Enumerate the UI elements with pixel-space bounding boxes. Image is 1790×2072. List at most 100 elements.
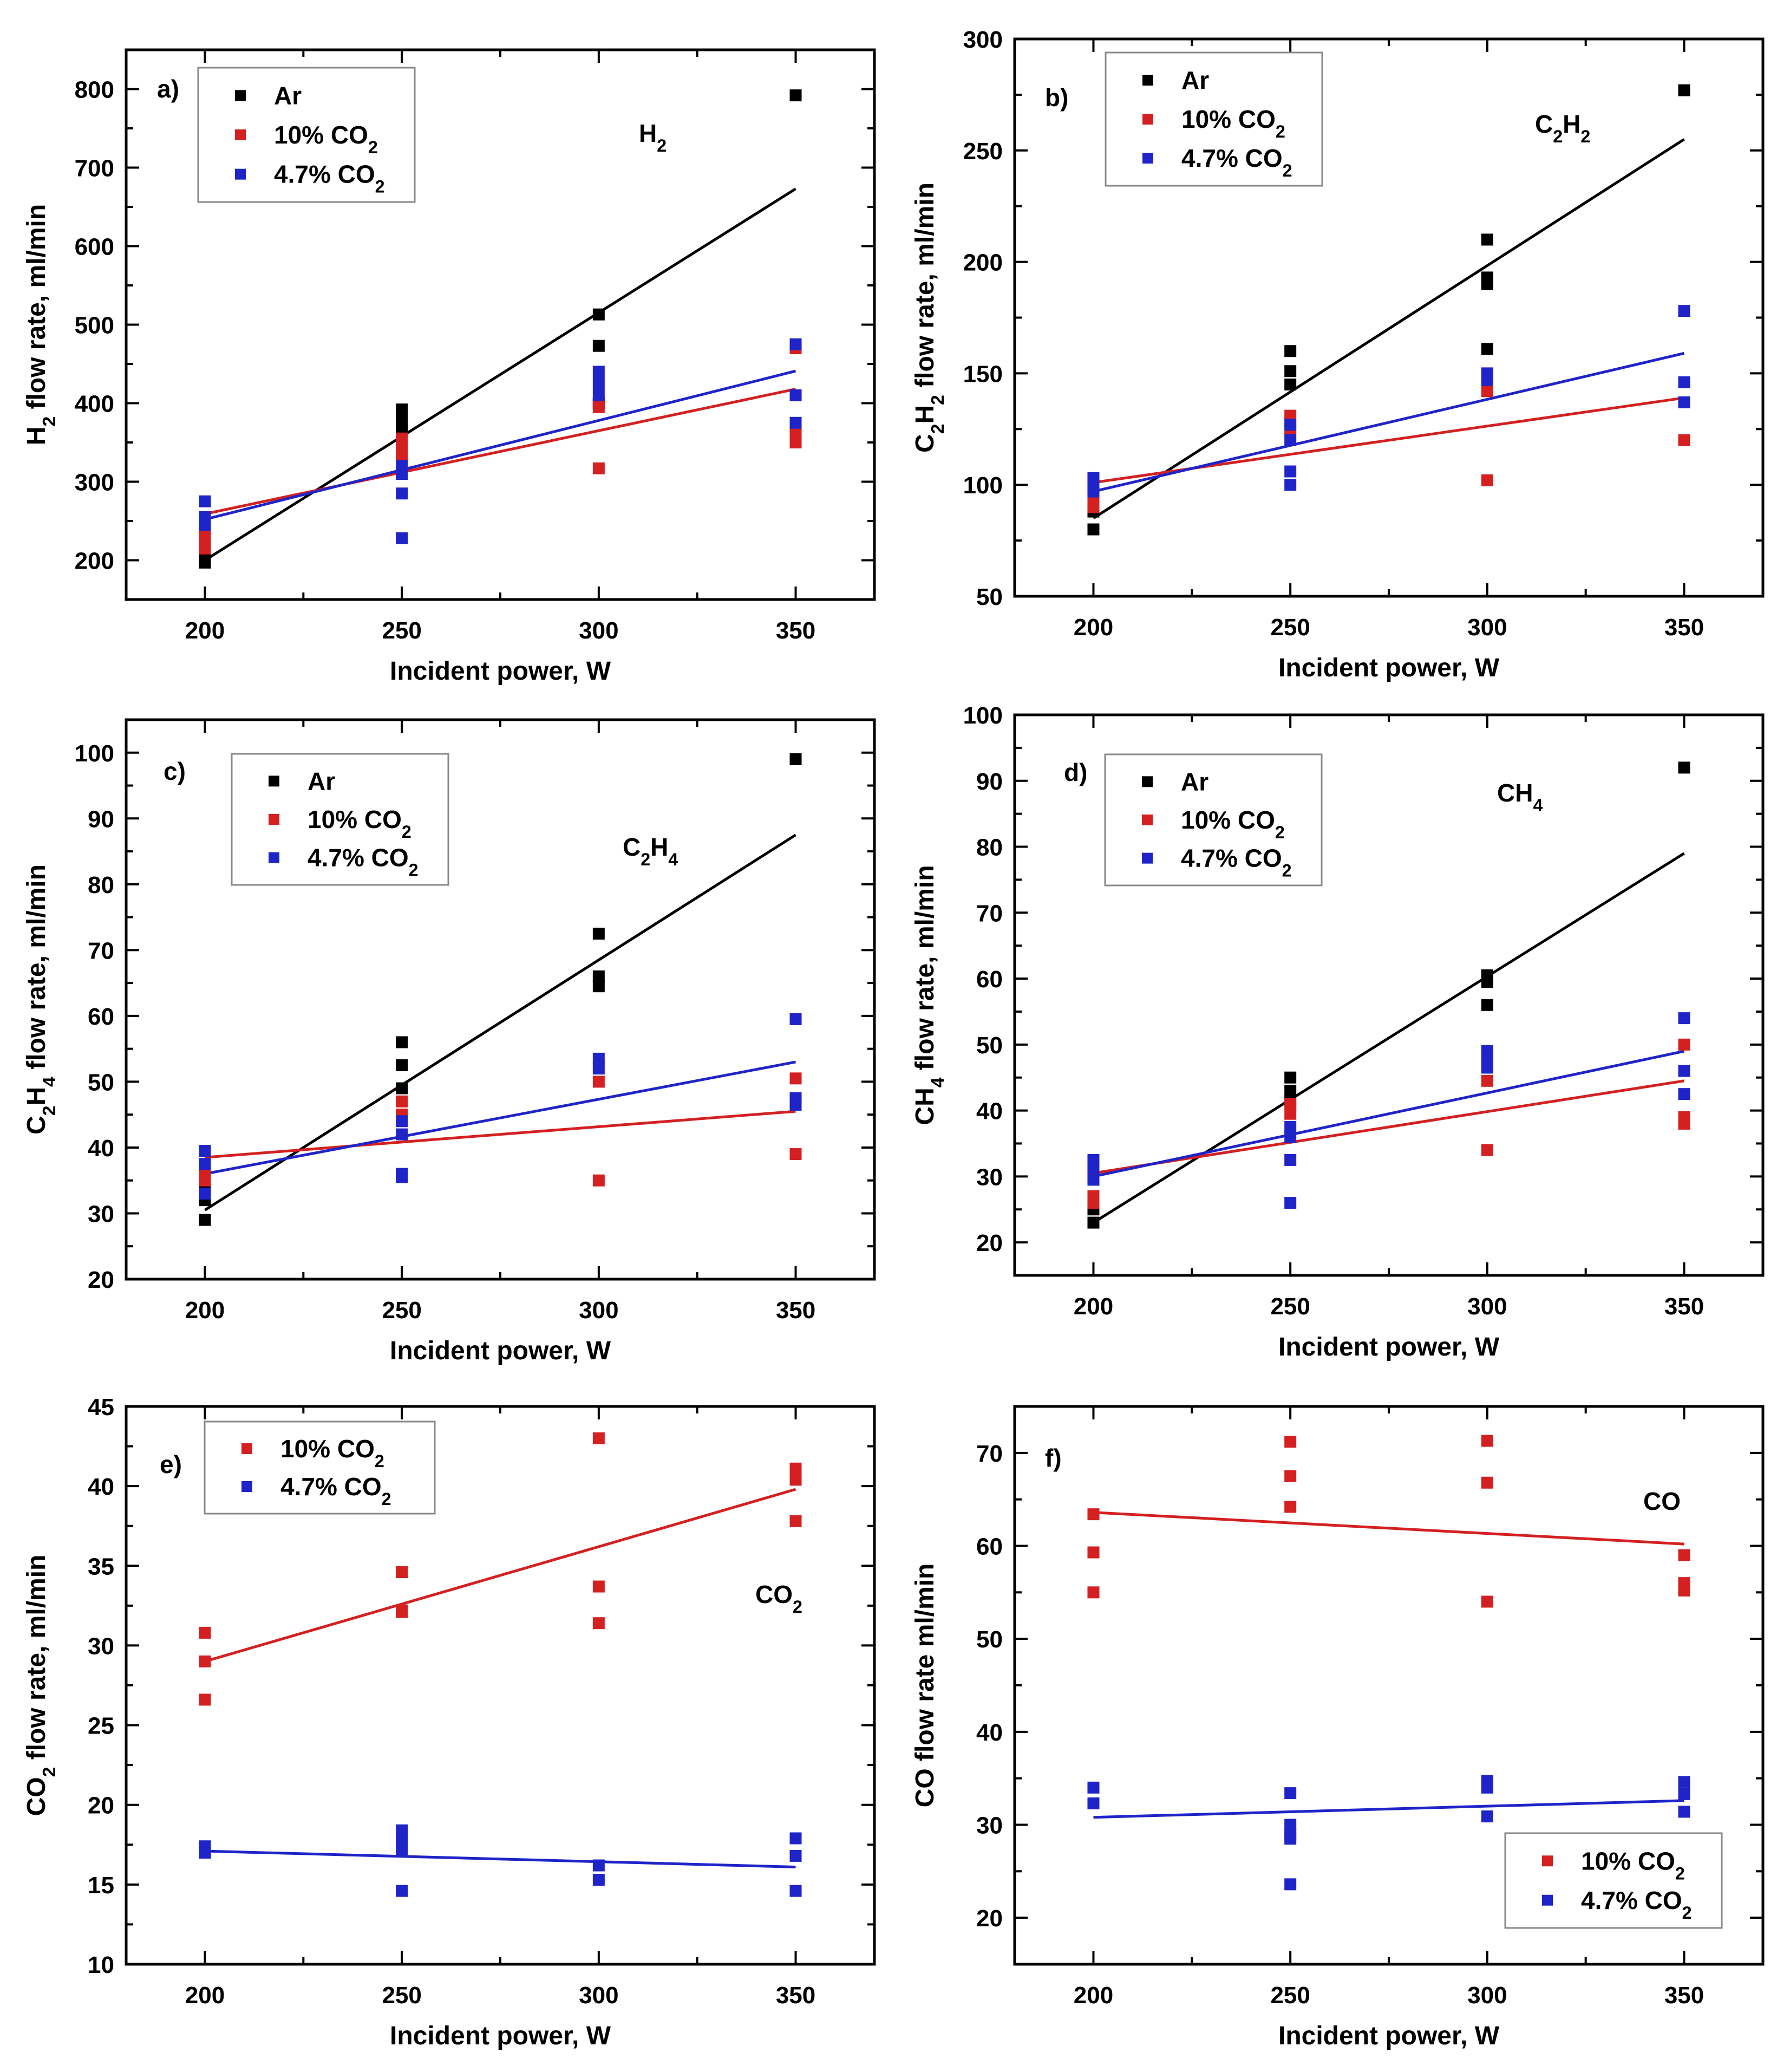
data-point-ar xyxy=(396,1059,408,1072)
x-tick-label: 350 xyxy=(1664,1982,1704,2009)
legend-label: 10% CO2 xyxy=(308,805,411,842)
y-tick-label: 30 xyxy=(976,1813,1003,1839)
y-axis-title-part: CH xyxy=(911,1087,939,1125)
y-axis-title: H2 flow rate, ml/min xyxy=(22,204,60,445)
data-point-ar xyxy=(1284,345,1297,357)
species-label: CO xyxy=(1643,1487,1681,1515)
chart-panel-f: 200 250 300 350 20 30 40 50 60 70 Incident power, … xyxy=(911,1405,1765,2050)
y-tick-label: 60 xyxy=(88,1004,114,1030)
y-tick-label: 70 xyxy=(976,900,1003,927)
data-point-10-co2 xyxy=(1087,1508,1100,1521)
y-tick-label: 50 xyxy=(976,1626,1003,1653)
x-tick-label: 200 xyxy=(1074,1293,1113,1320)
legend-marker xyxy=(269,776,279,787)
x-tick-label: 300 xyxy=(579,617,618,644)
y-tick-label: 40 xyxy=(976,1719,1003,1746)
legend-label-subscript: 2 xyxy=(1682,1903,1692,1923)
x-tick-label: 300 xyxy=(1467,1982,1507,2009)
x-tick-label: 350 xyxy=(776,1982,815,2009)
legend-label-subscript: 2 xyxy=(1276,122,1285,141)
data-point-ar xyxy=(1284,378,1297,390)
species-label-part: H xyxy=(650,833,668,861)
legend-label-part: Ar xyxy=(1181,767,1208,796)
x-tick-label: 200 xyxy=(1074,614,1113,641)
species-label-subscript: 4 xyxy=(668,850,678,869)
y-axis-title-part: flow rate, ml/min xyxy=(22,1555,51,1767)
y-tick-label: 90 xyxy=(88,806,114,832)
legend-marker xyxy=(269,852,279,863)
data-point-ar xyxy=(1481,999,1493,1011)
y-axis-title-subscript: 4 xyxy=(928,1077,948,1087)
species-label-part: CO xyxy=(755,1580,793,1608)
data-point-4-7-co2 xyxy=(1284,1819,1297,1831)
legend-marker xyxy=(235,90,246,101)
legend-label: 4.7% CO2 xyxy=(280,1472,391,1509)
legend-label: Ar xyxy=(1181,66,1209,94)
legend-label-subscript: 2 xyxy=(409,861,419,880)
data-point-4-7-co2 xyxy=(1284,1154,1297,1166)
species-label: C2H2 xyxy=(1535,110,1590,146)
y-tick-label: 20 xyxy=(88,1267,114,1293)
y-tick-label: 15 xyxy=(88,1872,114,1899)
y-axis-title-part: CO xyxy=(22,1777,51,1816)
y-tick-label: 30 xyxy=(88,1201,114,1227)
legend-label-part: Ar xyxy=(1181,66,1209,94)
data-point-4-7-co2 xyxy=(199,519,211,531)
x-tick-label: 350 xyxy=(776,617,815,644)
legend-marker xyxy=(241,1481,252,1492)
data-point-10-co2 xyxy=(1087,1546,1100,1559)
legend-box xyxy=(197,67,416,203)
data-point-ar xyxy=(396,403,408,416)
legend-label-part: Ar xyxy=(308,767,335,795)
legend-box xyxy=(1104,753,1323,887)
data-point-4-7-co2 xyxy=(1481,1061,1493,1074)
species-label-part: H xyxy=(639,119,657,147)
data-point-4-7-co2 xyxy=(1678,305,1690,317)
fit-line-4-7-co2 xyxy=(204,369,796,521)
species-label: H2 xyxy=(639,119,667,155)
y-tick-label: 25 xyxy=(88,1713,114,1739)
data-point-ar xyxy=(1481,343,1493,355)
y-tick-label: 40 xyxy=(88,1135,114,1162)
y-tick-label: 30 xyxy=(976,1164,1003,1190)
data-point-4-7-co2 xyxy=(1284,434,1297,446)
y-axis-title-subscript: 4 xyxy=(40,1077,60,1087)
data-point-ar xyxy=(1087,1216,1100,1229)
legend-label-subscript: 2 xyxy=(1675,1864,1685,1883)
legend-marker xyxy=(1142,852,1153,864)
panel-label: d) xyxy=(1064,758,1087,786)
legend-label: Ar xyxy=(274,81,302,109)
data-point-10-co2 xyxy=(592,401,605,413)
x-tick-label: 200 xyxy=(1074,1982,1113,2009)
chart-panel-c: 200 250 300 350 20 30 40 50 60 70 80 90 100 Incident … xyxy=(22,718,876,1365)
legend-marker xyxy=(235,168,246,180)
data-point-10-co2 xyxy=(592,1174,605,1187)
x-tick-label: 250 xyxy=(1270,1982,1310,2009)
data-point-4-7-co2 xyxy=(1284,1878,1297,1891)
legend-label-part: 4.7% CO xyxy=(1181,844,1282,872)
data-point-4-7-co2 xyxy=(1087,1164,1100,1176)
data-point-10-co2 xyxy=(1284,1501,1297,1513)
data-point-10-co2 xyxy=(1481,1074,1493,1087)
data-point-ar xyxy=(1284,1071,1297,1084)
y-tick-label: 30 xyxy=(88,1633,114,1659)
legend-label-subscript: 2 xyxy=(1282,861,1292,881)
x-tick-label: 350 xyxy=(1664,1293,1704,1320)
data-point-4-7-co2 xyxy=(1284,1787,1297,1800)
data-point-4-7-co2 xyxy=(592,1052,605,1065)
data-point-10-co2 xyxy=(789,436,802,448)
species-label-subscript: 2 xyxy=(793,1597,802,1617)
chart-panel-a: 200 250 300 350 200 300 400 500 600 700 800 Inciden… xyxy=(22,48,876,686)
y-axis-title-part: flow rate, ml/min xyxy=(22,864,51,1077)
y-tick-label: 600 xyxy=(75,234,114,260)
legend-marker xyxy=(1542,1894,1553,1906)
y-tick-label: 300 xyxy=(963,27,1003,53)
data-point-ar xyxy=(1678,84,1690,96)
data-point-4-7-co2 xyxy=(789,389,802,401)
data-point-10-co2 xyxy=(1678,1549,1690,1561)
fit-line-4-7-co2 xyxy=(1093,1050,1685,1178)
data-point-4-7-co2 xyxy=(592,377,605,390)
data-point-10-co2 xyxy=(199,1174,211,1187)
data-point-10-co2 xyxy=(789,1148,802,1161)
